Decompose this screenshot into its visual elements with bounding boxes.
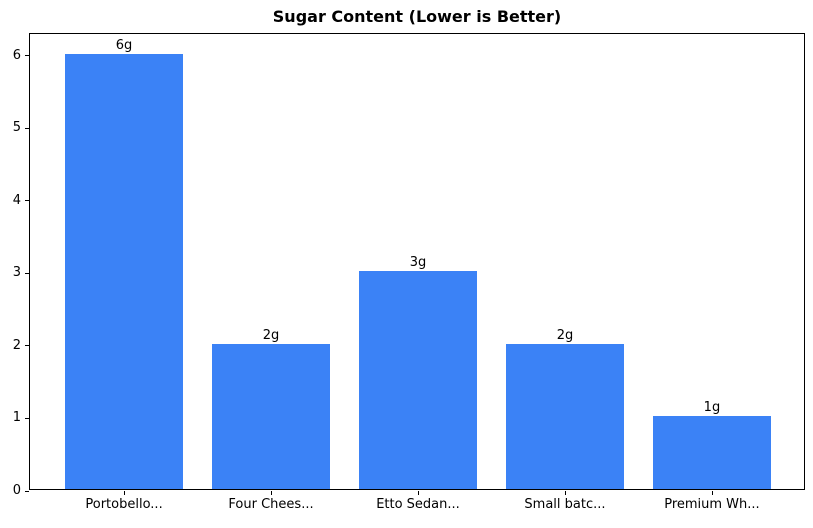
y-tick-label: 0 xyxy=(12,483,21,498)
bar-value-label: 3g xyxy=(409,255,427,271)
y-tick-mark xyxy=(25,490,29,492)
x-tick-label: Portobello... xyxy=(85,497,163,512)
x-tick-mark xyxy=(564,491,566,495)
x-tick-mark xyxy=(418,491,419,495)
chart-title: Sugar Content (Lower is Better) xyxy=(272,7,562,26)
bar-value-label: 2g xyxy=(556,327,574,343)
bar xyxy=(359,271,477,489)
y-tick-label: 6 xyxy=(12,47,21,63)
y-tick-label: 3 xyxy=(12,265,21,281)
y-tick-mark xyxy=(25,127,29,129)
x-tick-label: Premium Wh... xyxy=(664,497,760,512)
x-tick-mark xyxy=(124,491,126,495)
bar xyxy=(212,343,330,489)
bar-value-label: 1g xyxy=(703,400,721,416)
y-tick-mark xyxy=(25,200,29,202)
y-tick-label: 1 xyxy=(12,410,21,426)
x-tick-mark xyxy=(271,491,273,495)
y-tick-mark xyxy=(25,417,29,419)
bar-value-label: 2g xyxy=(262,327,280,343)
x-tick-mark xyxy=(711,491,713,495)
x-tick-label: Small batc... xyxy=(524,497,606,512)
bar xyxy=(506,343,624,489)
bar-value-label: 6g xyxy=(115,37,133,53)
y-tick-mark xyxy=(25,272,29,274)
bar xyxy=(65,53,183,489)
x-tick-label: Etto Sedan... xyxy=(376,497,460,512)
x-tick-label: Four Chees... xyxy=(228,497,314,512)
bar xyxy=(653,416,771,489)
y-tick-label: 4 xyxy=(12,192,21,208)
y-tick-mark xyxy=(25,345,29,347)
plot-area: 6g Portobello... 2g Four Chees... 3g Etto Sed… xyxy=(13,33,805,512)
y-tick-label: 5 xyxy=(12,120,21,136)
y-tick-mark xyxy=(25,55,29,57)
y-tick-label: 2 xyxy=(12,337,21,353)
